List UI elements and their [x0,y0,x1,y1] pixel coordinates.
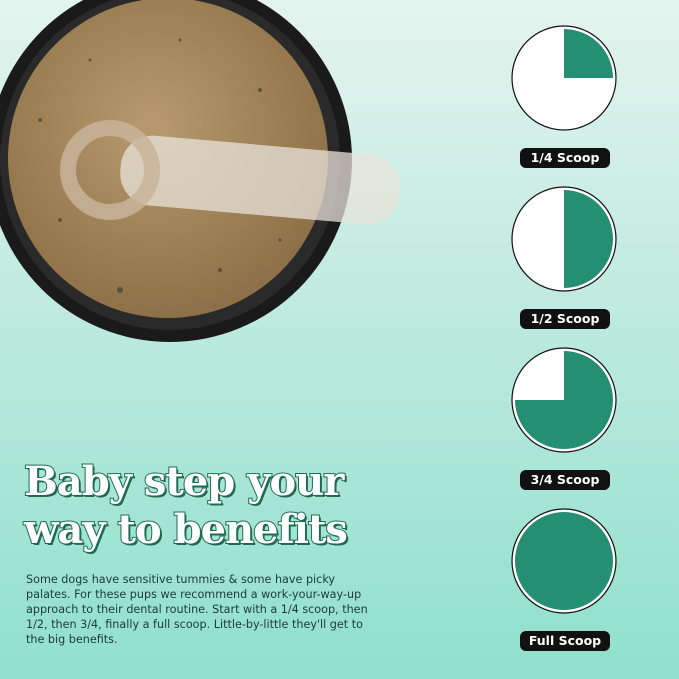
scoop-pie [511,25,617,131]
headline: Baby step your way to benefits [23,457,349,554]
pie-fill [564,29,613,78]
headline-line-1: Baby step your [23,457,345,506]
scoop-label: 1/4 Scoop [520,148,610,168]
product-jar-photo [0,0,400,342]
scoop-label: Full Scoop [520,631,610,651]
scoop-label: 1/2 Scoop [520,309,610,329]
pie-fill [515,512,613,610]
headline-line-2: way to benefits [23,505,349,554]
pie-fill [564,190,613,288]
scoop-pie [511,186,617,292]
pie-fill [515,351,613,449]
body-text: Some dogs have sensitive tummies & some … [26,573,368,646]
scoop-pie [511,508,617,614]
scoop-pie [511,347,617,453]
scoop-label: 3/4 Scoop [520,470,610,490]
